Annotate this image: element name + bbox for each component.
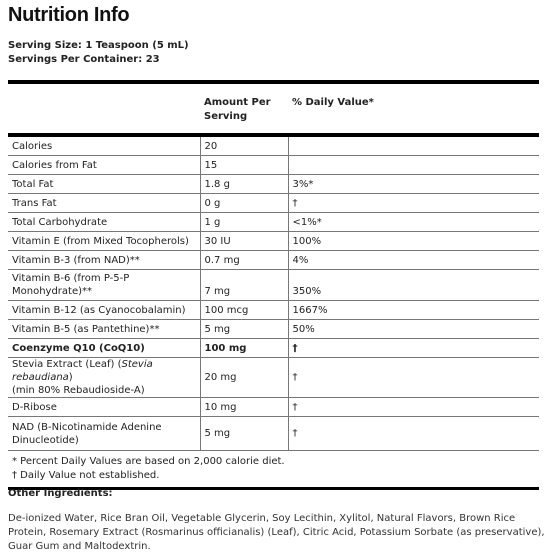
row-amount: 10 mg	[200, 397, 289, 417]
row-name-line1: Stevia Extract (Leaf) (Stevia rebaudiana…	[12, 358, 196, 384]
row-dv	[288, 155, 539, 175]
row-name: Vitamin B-3 (from NAD)**	[8, 250, 201, 270]
row-amount: 0.7 mg	[200, 250, 289, 270]
row-dv: †	[288, 397, 539, 417]
table-row: Coenzyme Q10 (CoQ10) 100 mg †	[8, 338, 539, 358]
row-dv: 4%	[288, 250, 539, 270]
row-amount: 30 IU	[200, 231, 289, 251]
row-name: Vitamin B-5 (as Pantethine)**	[8, 319, 201, 339]
row-amount: 100 mcg	[200, 300, 289, 320]
table-row: Total Carbohydrate 1 g <1%*	[8, 212, 539, 232]
header-amount: Amount Per Serving	[200, 82, 288, 135]
row-dv: 3%*	[288, 174, 539, 194]
servings-per-container: Servings Per Container: 23	[8, 54, 160, 65]
header-amount-line1: Amount Per	[204, 97, 271, 108]
row-name: Vitamin B-6 (from P-5-P Monohydrate)**	[8, 269, 201, 301]
row-dv: †	[288, 357, 539, 398]
row-name: Vitamin E (from Mixed Tocopherols)	[8, 231, 201, 251]
row-dv: <1%*	[288, 212, 539, 232]
row-name-line1: NAD (B-Nicotinamide Adenine	[12, 421, 162, 433]
table-header-row: Amount Per Serving % Daily Value*	[8, 82, 539, 135]
row-name: Calories from Fat	[8, 155, 201, 175]
row-dv: 50%	[288, 319, 539, 339]
header-amount-line2: Serving	[204, 111, 248, 122]
row-amount: 100 mg	[200, 338, 289, 358]
row-amount: 0 g	[200, 193, 289, 213]
footnotes-row: * Percent Daily Values are based on 2,00…	[8, 450, 539, 490]
row-name: Stevia Extract (Leaf) (Stevia rebaudiana…	[8, 357, 201, 398]
row-amount: 7 mg	[200, 269, 289, 301]
table-row: NAD (B-Nicotinamide Adenine Dinucleotide…	[8, 416, 539, 451]
serving-size: Serving Size: 1 Teaspoon (5 mL)	[8, 40, 189, 51]
row-amount: 20	[200, 135, 289, 156]
row-name-line2: Dinucleotide)	[12, 434, 79, 446]
row-dv: 350%	[288, 269, 539, 301]
table-row: Calories 20	[8, 135, 539, 156]
table-row: Vitamin B-5 (as Pantethine)** 5 mg 50%	[8, 319, 539, 339]
row-dv: 100%	[288, 231, 539, 251]
table-row: Stevia Extract (Leaf) (Stevia rebaudiana…	[8, 357, 539, 398]
row-name-line2: (min 80% Rebaudioside-A)	[12, 385, 145, 396]
row-name: Coenzyme Q10 (CoQ10)	[8, 338, 201, 358]
row-name-suffix: )	[68, 372, 73, 383]
row-dv: †	[288, 416, 539, 451]
nutrition-facts-table: Amount Per Serving % Daily Value* Calori…	[8, 80, 539, 490]
row-name: Calories	[8, 135, 201, 156]
other-ingredients-heading: Other Ingredients:	[8, 488, 113, 499]
table-row: Trans Fat 0 g †	[8, 193, 539, 213]
row-name: Vitamin B-12 (as Cyanocobalamin)	[8, 300, 201, 320]
table-row: Vitamin B-3 (from NAD)** 0.7 mg 4%	[8, 250, 539, 270]
row-name: D-Ribose	[8, 397, 201, 417]
row-name: Total Fat	[8, 174, 201, 194]
row-amount: 5 mg	[200, 416, 289, 451]
row-name: Trans Fat	[8, 193, 201, 213]
row-name-italic: Stevia rebaudiana	[12, 359, 153, 383]
row-amount: 15	[200, 155, 289, 175]
table-row: Vitamin B-6 (from P-5-P Monohydrate)** 7…	[8, 269, 539, 301]
row-dv: †	[288, 193, 539, 213]
row-dv: 1667%	[288, 300, 539, 320]
footnotes: * Percent Daily Values are based on 2,00…	[8, 450, 539, 490]
row-dv: †	[288, 338, 539, 358]
row-amount: 1.8 g	[200, 174, 289, 194]
table-row: Vitamin E (from Mixed Tocopherols) 30 IU…	[8, 231, 539, 251]
page-title: Nutrition Info	[8, 4, 130, 26]
header-daily-value: % Daily Value*	[292, 97, 374, 108]
table-row: Vitamin B-12 (as Cyanocobalamin) 100 mcg…	[8, 300, 539, 320]
other-ingredients-text: De-ionized Water, Rice Bran Oil, Vegetab…	[8, 513, 545, 552]
row-name: NAD (B-Nicotinamide Adenine Dinucleotide…	[8, 416, 201, 451]
row-amount: 20 mg	[200, 357, 289, 398]
row-name-prefix: Stevia Extract (Leaf) (	[12, 359, 122, 370]
row-amount: 5 mg	[200, 319, 289, 339]
footnote-percent-dv: * Percent Daily Values are based on 2,00…	[12, 456, 285, 467]
table-row: D-Ribose 10 mg †	[8, 397, 539, 417]
row-name: Total Carbohydrate	[8, 212, 201, 232]
footnote-dv-not-established: † Daily Value not established.	[12, 470, 160, 481]
table-row: Calories from Fat 15	[8, 155, 539, 175]
row-dv	[288, 135, 539, 156]
row-amount: 1 g	[200, 212, 289, 232]
table-row: Total Fat 1.8 g 3%*	[8, 174, 539, 194]
header-name-cell	[8, 82, 200, 135]
